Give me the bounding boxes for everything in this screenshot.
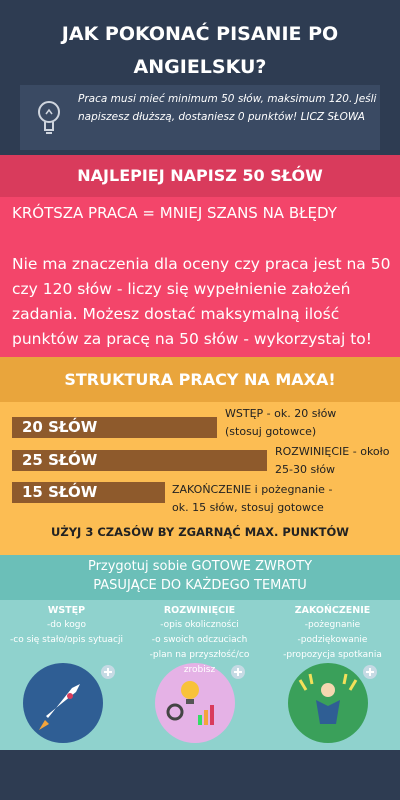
phrases-heading: Przygotuj sobie GOTOWE ZWROTY PASUJĄCE D… — [87, 559, 313, 593]
part-bar: 25 SŁÓW — [12, 450, 267, 471]
part-text: WSTĘP - ok. 20 słów (stosuj gotowce) — [225, 407, 337, 438]
note-box — [20, 85, 380, 150]
phrase-column: ROZWINIĘCIE -opis okoliczności -o swoich o… — [133, 603, 266, 678]
phrase-column: ZAKOŃCZENIE -pożegnanie -podziękowanie -pro… — [266, 603, 399, 663]
column-item: -opis okoliczności — [160, 620, 239, 630]
bulb-icon — [38, 101, 60, 134]
part-text: ROZWINIĘCIE - około 25-30 słów — [275, 445, 390, 476]
tip-panel — [0, 197, 400, 357]
part-text: ZAKOŃCZENIE i pożegnanie - ok. 15 słów, … — [172, 483, 333, 514]
part-bar: 15 SŁÓW — [12, 482, 165, 503]
note: Praca musi mieć minimum 50 słów, maksimu… — [78, 93, 377, 123]
column-item: -pożegnanie — [304, 620, 361, 630]
icons — [23, 663, 377, 743]
column-title: WSTĘP — [47, 605, 86, 616]
column-item: -o swoich odczuciach — [151, 635, 248, 645]
phrases-band — [0, 555, 400, 600]
column-item: -podziękowanie — [297, 635, 368, 645]
column-item: -co się stało/opis sytuacji — [10, 635, 123, 645]
column-title: ROZWINIĘCIE — [163, 605, 236, 616]
column-item: -do kogo — [47, 620, 86, 630]
tip-lead: KRÓTSZA PRACA = MNIEJ SZANS NA BŁĘDY — [12, 204, 337, 222]
tip-heading: NAJLEPIEJ NAPISZ 50 SŁÓW — [0, 155, 400, 197]
column-item: -plan na przyszłość/co zrobisz — [149, 650, 250, 675]
tip-text: Nie ma znaczenia dla oceny czy praca jes… — [12, 255, 391, 348]
structure-heading: STRUKTURA PRACY NA MAXA! — [0, 357, 400, 402]
structure-footer: UŻYJ 3 CZASÓW BY ZGARNĄĆ MAX. PUNKTÓW — [51, 525, 349, 539]
part-bar: 20 SŁÓW — [12, 417, 217, 438]
column-item: -propozycja spotkania — [283, 650, 382, 660]
phrase-column: WSTĘP -do kogo -co się stało/opis sytuacji — [0, 603, 133, 648]
title: JAK POKONAĆ PISANIE PO ANGIELSKU? — [61, 23, 339, 78]
column-title: ZAKOŃCZENIE — [294, 605, 371, 616]
